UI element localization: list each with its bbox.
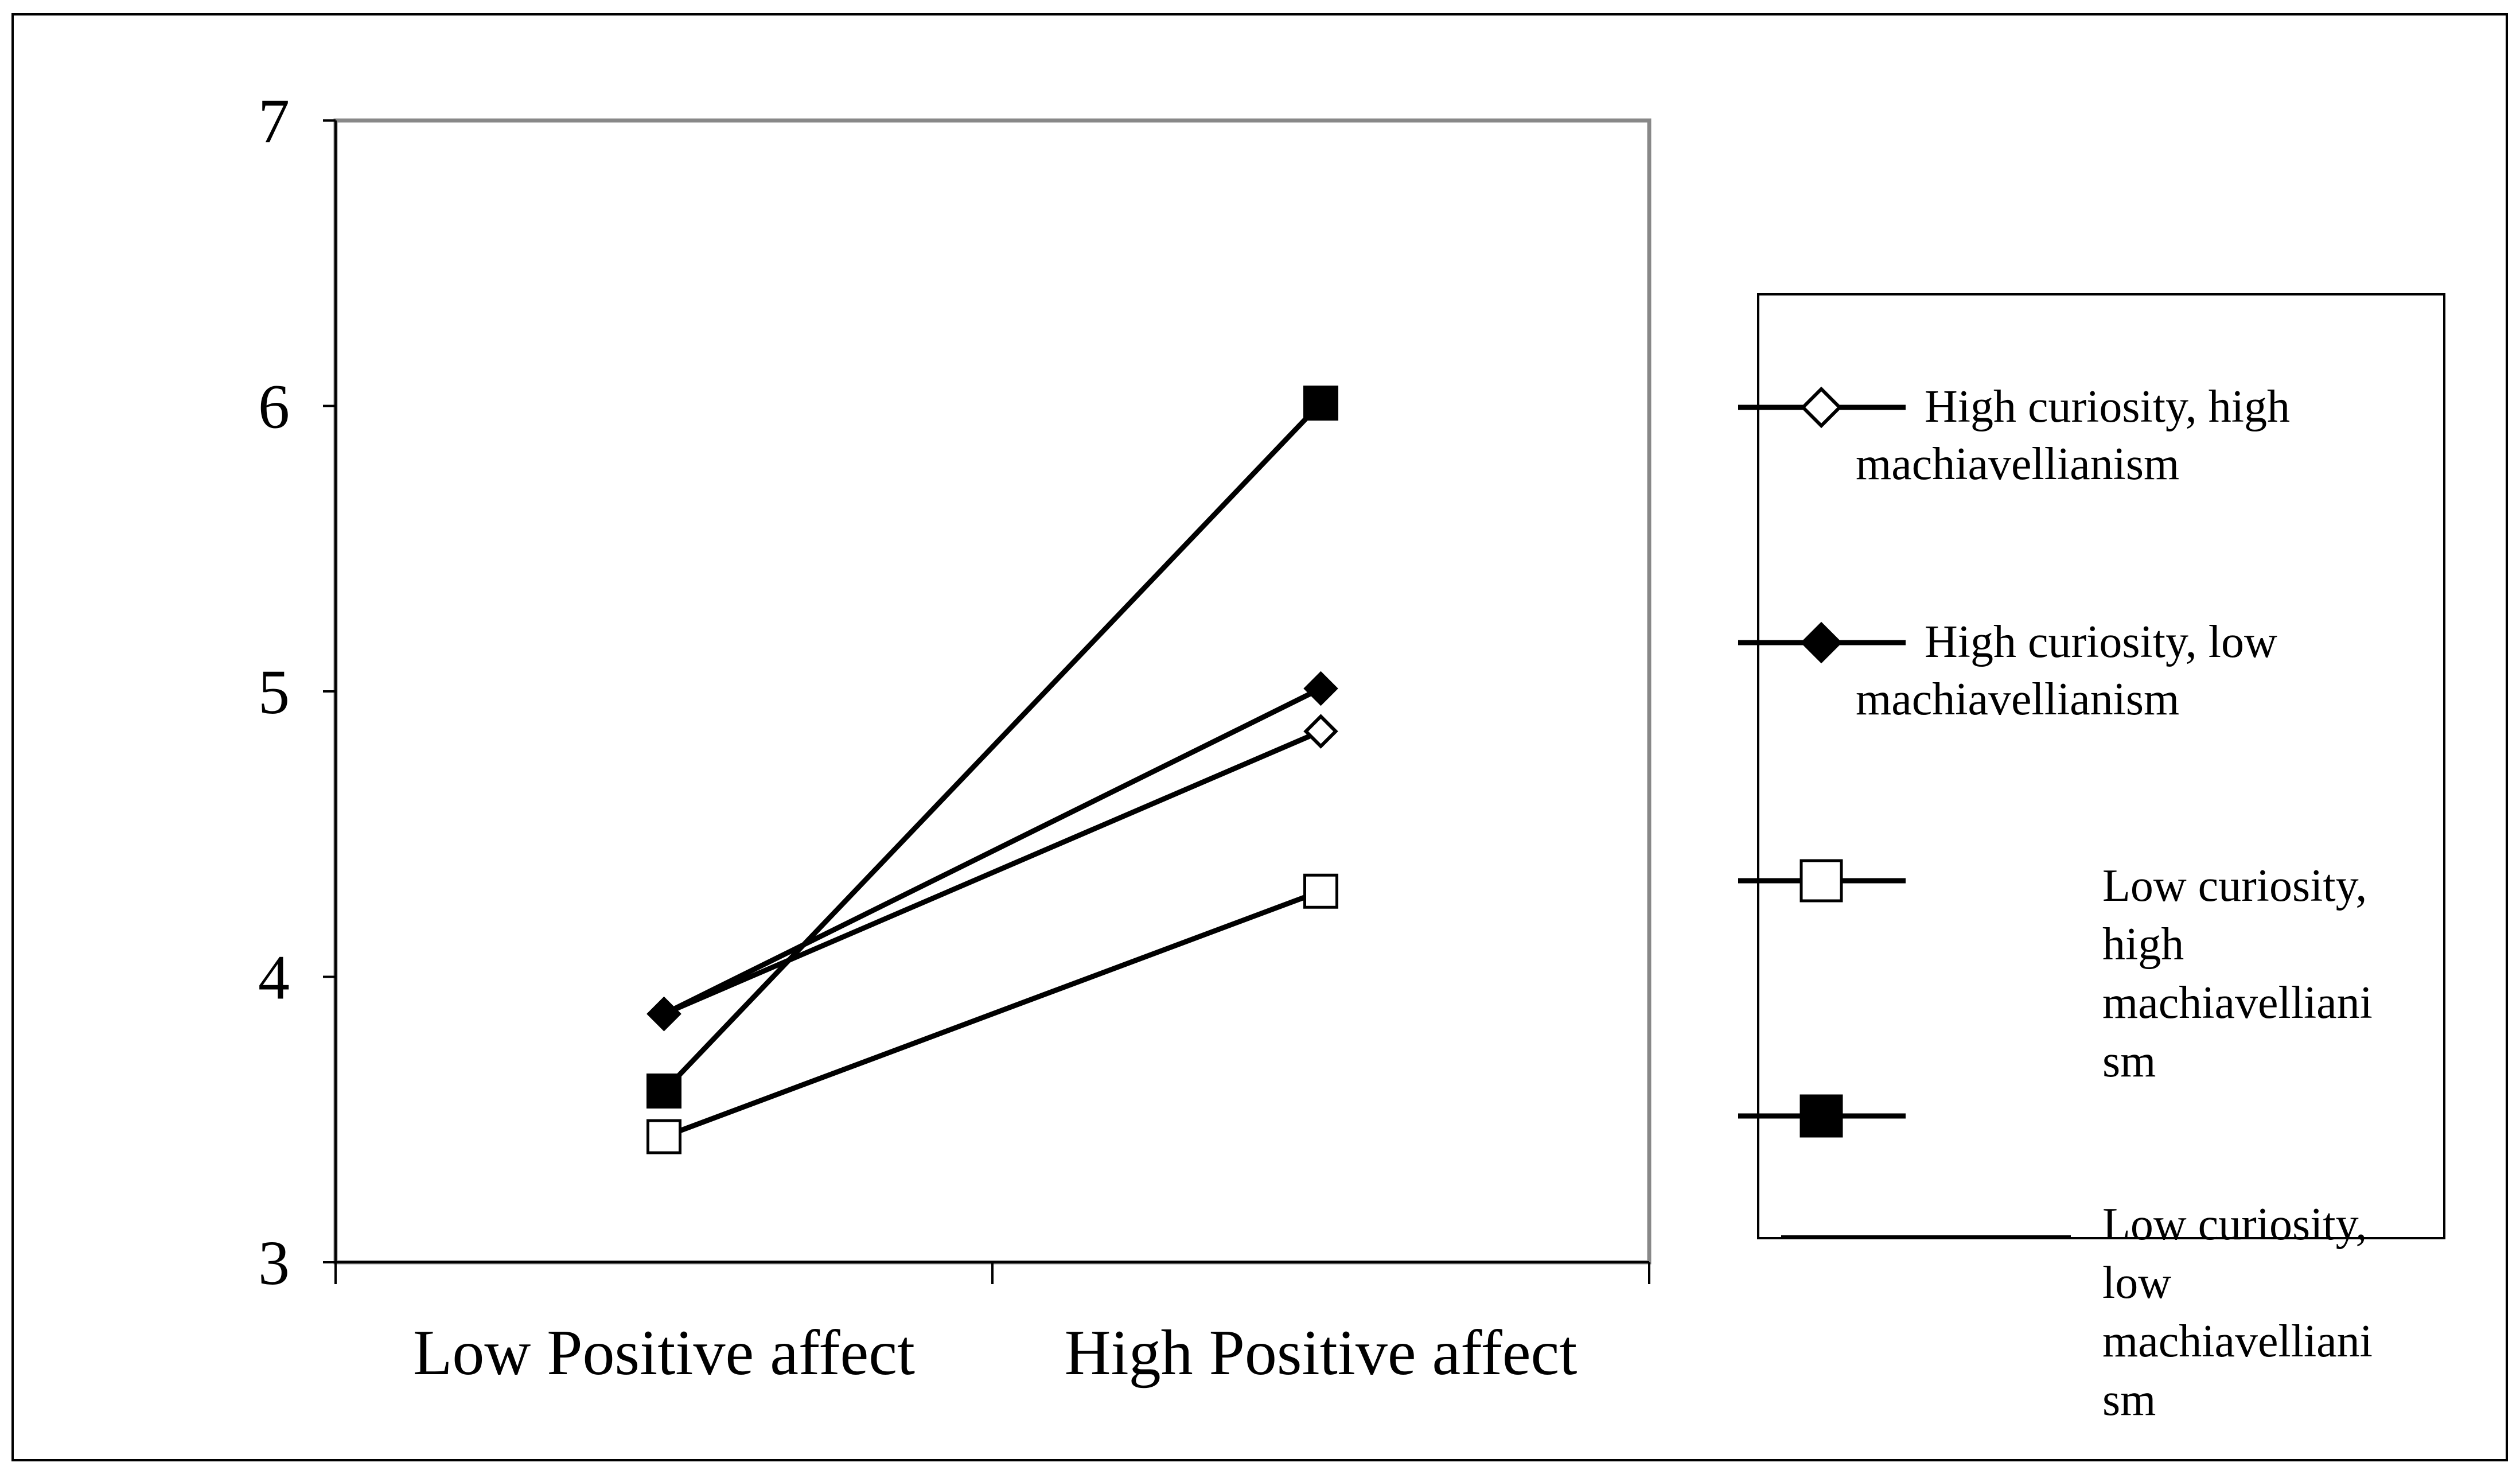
y-tick-label: 3 <box>258 1228 290 1298</box>
series <box>646 671 1338 1032</box>
data-point-marker <box>1303 714 1338 749</box>
legend-label: machiavellianism <box>1856 439 2179 489</box>
legend-item: High curiosity, high machiavellianism <box>1738 382 2290 489</box>
legend-label: High curiosity, low <box>1925 617 2277 667</box>
series-layer <box>646 386 1338 1154</box>
y-tick-label: 4 <box>258 943 290 1013</box>
y-tick-label: 6 <box>258 372 290 442</box>
legend-marker <box>1800 621 1843 664</box>
plot-area <box>333 118 1652 1265</box>
legend-label: sm <box>2102 1375 2156 1425</box>
legend-label: High curiosity, high <box>1925 382 2290 432</box>
legend-item: Low curiosity, high machiavelliani sm <box>1738 859 2373 1087</box>
series-line <box>663 686 1322 1017</box>
y-tick-label: 7 <box>258 86 290 156</box>
x-category-label: High Positive affect <box>1065 1317 1578 1389</box>
legend-label: machiavellianism <box>1856 674 2179 725</box>
legend-item: Low curiosity, low machiavelliani sm <box>1738 1094 2373 1425</box>
legend-label: machiavelliani <box>2102 978 2373 1028</box>
legend-marker <box>1800 859 1843 903</box>
series-line <box>662 401 1323 1093</box>
data-point-marker <box>1303 671 1338 706</box>
series <box>646 386 1338 1109</box>
y-tick-label: 5 <box>258 657 290 727</box>
data-point-marker <box>1303 386 1338 421</box>
series-line <box>663 889 1322 1139</box>
legend: High curiosity, highmachiavellianismHigh… <box>1738 382 2373 1425</box>
legend-item: High curiosity, low machiavellianism <box>1738 617 2277 725</box>
legend-label: machiavelliani <box>2102 1316 2373 1367</box>
series <box>646 873 1338 1154</box>
legend-marker <box>1800 1094 1843 1138</box>
legend-box <box>1757 293 2445 1239</box>
outer-frame <box>11 13 2508 1461</box>
data-point-marker <box>646 1074 681 1109</box>
legend-label: sm <box>2102 1036 2156 1087</box>
legend-label: low <box>2102 1258 2171 1308</box>
legend-label: high <box>2102 919 2184 970</box>
legend-marker <box>1800 386 1843 429</box>
x-category-label: Low Positive affect <box>413 1317 915 1389</box>
data-point-marker <box>646 1119 681 1154</box>
legend-label: Low curiosity, <box>2102 861 2367 911</box>
data-point-marker <box>646 996 681 1032</box>
series-line <box>663 729 1322 1017</box>
legend-label: Low curiosity, <box>2102 1199 2367 1250</box>
data-point-marker <box>1303 873 1338 909</box>
x-axis: Low Positive affect High Positive affect <box>334 1261 1650 1389</box>
y-axis: 3 4 5 6 7 <box>258 86 337 1298</box>
